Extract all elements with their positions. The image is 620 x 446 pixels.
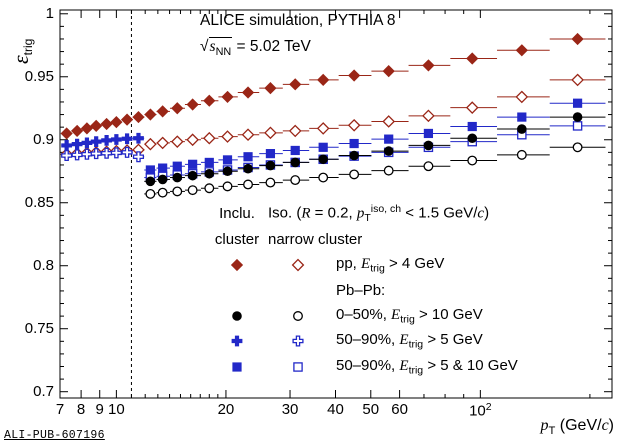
legend-marker-pbpb-50-90-e5and10-iso (285, 357, 311, 377)
series-pbpb-0-50-e10-iso (144, 142, 606, 199)
x-tick-label: 9 (95, 401, 104, 418)
legend: Inclu. Iso. (R = 0.2, pTiso, ch < 1.5 Ge… (206, 201, 518, 380)
figure-id-label: ALI-PUB-607196 (4, 429, 105, 442)
x-tick-label: 40 (327, 401, 344, 418)
legend-marker-pbpb-50-90-e5and10-incl (224, 357, 250, 377)
y-tick-label: 1 (45, 4, 54, 22)
x-tick-label: 8 (76, 401, 86, 418)
legend-label: Pb–Pb: (336, 281, 386, 299)
y-tick-label: 0.8 (33, 256, 54, 274)
plot-title: ALICE simulation, PYTHIA 8 (200, 12, 396, 29)
y-axis-label: εtrig (8, 38, 36, 64)
legend-col1-header-line2: cluster (214, 230, 260, 248)
legend-marker-pbpb-50-90-e5-iso (285, 331, 311, 351)
x-tick-label: 7 (55, 401, 65, 418)
series-pbpb-0-50-e10-incl (144, 112, 606, 187)
x-tick-label: 20 (217, 401, 235, 418)
x-tick-label: 50 (362, 401, 380, 418)
y-tick-label: 0.7 (33, 382, 54, 400)
series-pbpb-50-90-e5-incl (61, 132, 145, 151)
legend-marker-pbpb-0-50-e10-incl (224, 306, 250, 326)
series-pp-incl-cluster (60, 32, 606, 140)
y-tick-label: 0.9 (33, 130, 54, 148)
legend-marker-pp-iso-narrow-cluster (285, 255, 311, 275)
legend-col2-header-line2: narrow cluster (268, 230, 363, 248)
legend-label: 0–50%, Etrig > 10 GeV (336, 305, 483, 326)
legend-marker-pbpb-50-90-e5-incl (224, 331, 250, 351)
series-pbpb-50-90-e5-iso (61, 146, 145, 163)
legend-label: 50–90%, Etrig > 5 GeV (336, 331, 483, 352)
legend-col1-header-line1: Inclu. (219, 205, 255, 223)
series-pp-iso-narrow-cluster (60, 73, 606, 161)
legend-marker-pp-incl-cluster (224, 255, 250, 275)
plot-subtitle: √sNN = 5.02 TeV (200, 37, 311, 58)
x-axis-label: pT (GeV/c) (540, 417, 614, 437)
y-tick-label: 0.95 (24, 67, 54, 85)
x-tick-label: 60 (391, 401, 408, 418)
legend-col2-header-line1: Iso. (R = 0.2, pTiso, ch < 1.5 GeV/c) (268, 203, 490, 225)
y-tick-label: 0.75 (24, 319, 54, 337)
legend-label: pp, Etrig > 4 GeV (336, 254, 445, 275)
x-tick-label: 102 (469, 401, 492, 420)
legend-label: 50–90%, Etrig > 5 & 10 GeV (336, 356, 518, 377)
series-pbpb-50-90-e5and10-incl (144, 98, 606, 175)
axis-ticks (59, 10, 612, 398)
legend-marker-pbpb-0-50-e10-iso (285, 306, 311, 326)
x-tick-label: 10 (108, 401, 125, 418)
x-tick-label: 30 (281, 401, 299, 418)
y-tick-label: 0.85 (24, 193, 54, 211)
